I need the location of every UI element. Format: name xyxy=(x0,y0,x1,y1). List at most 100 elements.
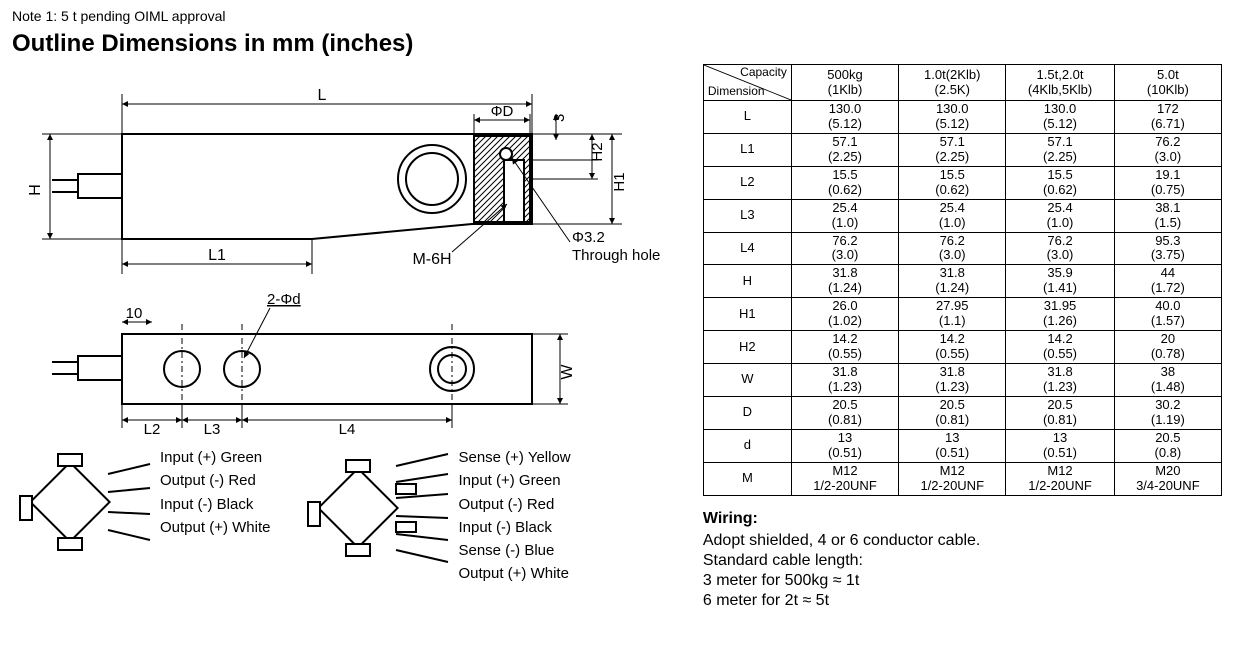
table-corner: Capacity Dimension xyxy=(703,65,791,101)
dim-H1: H1 xyxy=(611,172,628,191)
row-label: M xyxy=(703,462,791,495)
dim-cell: 25.4(1.0) xyxy=(899,199,1006,232)
table-row: L325.4(1.0)25.4(1.0)25.4(1.0)38.1(1.5) xyxy=(703,199,1221,232)
table-row: MM121/2-20UNFM121/2-20UNFM121/2-20UNFM20… xyxy=(703,462,1221,495)
cap-col: 1.5t,2.0t(4Klb,5Klb) xyxy=(1006,65,1114,101)
wire4-label: Input (+) Green xyxy=(160,446,270,469)
dim-cell: 40.0(1.57) xyxy=(1114,298,1221,331)
dim-cell: 130.0(5.12) xyxy=(791,101,898,134)
table-row: L130.0(5.12)130.0(5.12)130.0(5.12)172(6.… xyxy=(703,101,1221,134)
dimensions-table: Capacity Dimension 500kg(1Klb) 1.0t(2Klb… xyxy=(703,64,1222,496)
dim-cell: 20.5(0.81) xyxy=(791,396,898,429)
wire6-label: Sense (+) Yellow xyxy=(458,446,570,469)
dim-cell: 20(0.78) xyxy=(1114,331,1221,364)
row-label: L3 xyxy=(703,199,791,232)
wiring-line: 3 meter for 500kg ≈ 1t xyxy=(703,572,1222,590)
dim-cell: 76.2(3.0) xyxy=(1114,133,1221,166)
dim-cell: 20.5(0.81) xyxy=(899,396,1006,429)
wiring-line: Adopt shielded, 4 or 6 conductor cable. xyxy=(703,532,1222,550)
dim-H2: H2 xyxy=(589,142,606,161)
through-hole-l2: Through hole xyxy=(572,247,660,264)
row-label: L4 xyxy=(703,232,791,265)
dim-cell: 76.2(3.0) xyxy=(791,232,898,265)
row-label: L xyxy=(703,101,791,134)
dim-L1: L1 xyxy=(208,247,226,264)
wire4-label: Output (+) White xyxy=(160,516,270,539)
row-label: W xyxy=(703,364,791,397)
dim-cell: 35.9(1.41) xyxy=(1006,265,1114,298)
wiring-line: 6 meter for 2t ≈ 5t xyxy=(703,592,1222,610)
cap-col: 500kg(1Klb) xyxy=(791,65,898,101)
dim-cell: 38(1.48) xyxy=(1114,364,1221,397)
table-row: H31.8(1.24)31.8(1.24)35.9(1.41)44(1.72) xyxy=(703,265,1221,298)
row-label: L1 xyxy=(703,133,791,166)
wire6-label: Output (+) White xyxy=(458,562,570,585)
wire6-label: Input (+) Green xyxy=(458,469,570,492)
dim-cell: M203/4-20UNF xyxy=(1114,462,1221,495)
dim-cell: 38.1(1.5) xyxy=(1114,199,1221,232)
dim-cell: 57.1(2.25) xyxy=(1006,133,1114,166)
dim-cell: 27.95(1.1) xyxy=(899,298,1006,331)
dim-cell: 15.5(0.62) xyxy=(899,166,1006,199)
wire4-label: Input (-) Black xyxy=(160,493,270,516)
dim-cell: 44(1.72) xyxy=(1114,265,1221,298)
dim-cell: 20.5(0.81) xyxy=(1006,396,1114,429)
dim-cell: 130.0(5.12) xyxy=(1006,101,1114,134)
table-row: d13(0.51)13(0.51)13(0.51)20.5(0.8) xyxy=(703,429,1221,462)
wiring-block: Wiring: Adopt shielded, 4 or 6 conductor… xyxy=(703,510,1222,610)
dim-cell: 57.1(2.25) xyxy=(791,133,898,166)
dim-cell: 20.5(0.8) xyxy=(1114,429,1221,462)
note-text: Note 1: 5 t pending OIML approval xyxy=(12,8,1222,24)
dim-L2: L2 xyxy=(144,421,161,434)
through-hole-l1: Φ3.2 xyxy=(572,229,605,246)
dim-cell: M121/2-20UNF xyxy=(1006,462,1114,495)
dim-cell: M121/2-20UNF xyxy=(899,462,1006,495)
wire4-label: Output (-) Red xyxy=(160,469,270,492)
dim-cell: 25.4(1.0) xyxy=(791,199,898,232)
dim-cell: 57.1(2.25) xyxy=(899,133,1006,166)
dim-cell: 76.2(3.0) xyxy=(1006,232,1114,265)
dim-cell: 31.95(1.26) xyxy=(1006,298,1114,331)
dim-cell: 15.5(0.62) xyxy=(1006,166,1114,199)
table-row: L215.5(0.62)15.5(0.62)15.5(0.62)19.1(0.7… xyxy=(703,166,1221,199)
dim-cell: 31.8(1.23) xyxy=(791,364,898,397)
dim-cell: 15.5(0.62) xyxy=(791,166,898,199)
dim-cell: 14.2(0.55) xyxy=(791,331,898,364)
table-row: H214.2(0.55)14.2(0.55)14.2(0.55)20(0.78) xyxy=(703,331,1221,364)
dim-L: L xyxy=(318,87,327,104)
dim-cell: 13(0.51) xyxy=(1006,429,1114,462)
dim-phiD: ΦD xyxy=(491,103,514,120)
wire6-label: Input (-) Black xyxy=(458,516,570,539)
table-row: L476.2(3.0)76.2(3.0)76.2(3.0)95.3(3.75) xyxy=(703,232,1221,265)
row-label: H xyxy=(703,265,791,298)
dim-cell: 31.8(1.24) xyxy=(791,265,898,298)
dim-10: 10 xyxy=(126,305,143,322)
outline-drawing: L ΦD 3 xyxy=(12,64,682,434)
dim-cell: 14.2(0.55) xyxy=(1006,331,1114,364)
dim-cell: M121/2-20UNF xyxy=(791,462,898,495)
dim-cell: 13(0.51) xyxy=(791,429,898,462)
table-row: H126.0(1.02)27.95(1.1)31.95(1.26)40.0(1.… xyxy=(703,298,1221,331)
table-row: W31.8(1.23)31.8(1.23)31.8(1.23)38(1.48) xyxy=(703,364,1221,397)
wire6-label: Output (-) Red xyxy=(458,493,570,516)
section-title: Outline Dimensions in mm (inches) xyxy=(12,30,1222,58)
wiring-4wire: Input (+) Green Output (-) Red Input (-)… xyxy=(12,444,270,586)
row-label: H1 xyxy=(703,298,791,331)
wire6-label: Sense (-) Blue xyxy=(458,539,570,562)
wiring-line: Standard cable length: xyxy=(703,552,1222,570)
dim-cell: 31.8(1.23) xyxy=(1006,364,1114,397)
dim-cell: 26.0(1.02) xyxy=(791,298,898,331)
dim-2phid: 2-Φd xyxy=(267,291,301,308)
dim-cell: 76.2(3.0) xyxy=(899,232,1006,265)
dim-cell: 172(6.71) xyxy=(1114,101,1221,134)
dim-cell: 19.1(0.75) xyxy=(1114,166,1221,199)
table-row: L157.1(2.25)57.1(2.25)57.1(2.25)76.2(3.0… xyxy=(703,133,1221,166)
dim-L4: L4 xyxy=(339,421,356,434)
dim-cell: 25.4(1.0) xyxy=(1006,199,1114,232)
dim-cell: 31.8(1.23) xyxy=(899,364,1006,397)
cap-col: 5.0t(10Klb) xyxy=(1114,65,1221,101)
dim-W: W xyxy=(559,364,576,380)
wiring-6wire: Sense (+) Yellow Input (+) Green Output … xyxy=(300,444,570,586)
dim-H: H xyxy=(27,184,44,196)
dim-cell: 95.3(3.75) xyxy=(1114,232,1221,265)
